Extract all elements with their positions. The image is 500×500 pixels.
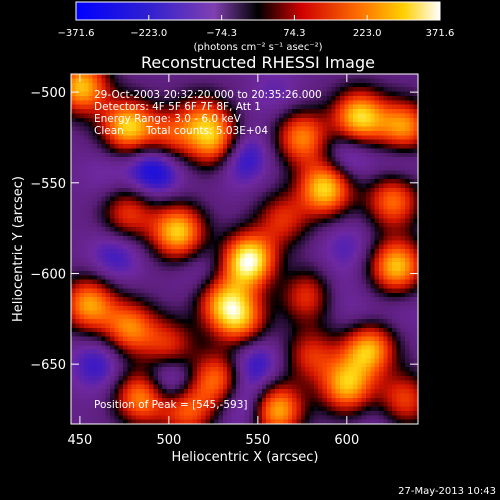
peak-position-annotation: Position of Peak = [545,-593]: [94, 399, 248, 411]
x-axis-tick-label: 550: [245, 433, 270, 448]
y-axis-tick-label: −550: [30, 177, 66, 192]
x-axis-label: Heliocentric X (arcsec): [172, 450, 319, 465]
footer-timestamp: 27-May-2013 10:43: [398, 486, 496, 497]
colorbar-tick-label: 371.6: [426, 28, 455, 39]
colorbar-tick-label: −74.3: [206, 28, 237, 39]
y-axis-label: Heliocentric Y (arcsec): [11, 176, 26, 322]
y-axis-ticks: [71, 91, 418, 365]
colorbar-tick-label: −223.0: [130, 28, 167, 39]
y-axis-tick-label: −650: [30, 358, 66, 373]
detectors-annotation: Detectors: 4F 5F 6F 7F 8F, Att 1: [94, 101, 261, 113]
colorbar: −371.6 −223.0 −74.3 74.3 223.0 371.6 (photons…: [57, 1, 454, 53]
x-axis-tick-label: 600: [334, 433, 359, 448]
x-axis-ticks: [79, 74, 348, 424]
x-axis-tick-label: 450: [67, 433, 92, 448]
y-axis-tick-label: −600: [30, 267, 66, 282]
time-range-annotation: 29-Oct-2003 20:32:20.000 to 20:35:26.000: [94, 89, 322, 101]
colorbar-tick-label: 223.0: [353, 28, 382, 39]
plot-frame: [70, 73, 419, 425]
image-plot: 450 500 550 600 −500 −550 −600 −650: [30, 73, 419, 448]
plot-annotations: 29-Oct-2003 20:32:20.000 to 20:35:26.000…: [94, 89, 322, 411]
colorbar-unit-label: (photons cm⁻² s⁻¹ asec⁻²): [193, 42, 322, 53]
energy-range-annotation: Energy Range: 3.0 - 6.0 keV: [94, 113, 242, 125]
chart-title: Reconstructed RHESSI Image: [141, 53, 375, 72]
x-axis-tick-label: 500: [156, 433, 181, 448]
colorbar-ticks: [75, 15, 441, 20]
y-axis-tick-label: −500: [30, 86, 66, 101]
total-counts-annotation: Total counts: 5.03E+04: [145, 125, 268, 137]
colorbar-tick-label: 74.3: [283, 28, 305, 39]
method-annotation: Clean: [94, 125, 124, 137]
y-axis-tick-labels: −500 −550 −600 −650: [30, 86, 66, 373]
heatmap-image: [71, 74, 418, 424]
colorbar-tick-label: −371.6: [57, 28, 94, 39]
colorbar-gradient: [75, 1, 441, 21]
colorbar-tick-labels: −371.6 −223.0 −74.3 74.3 223.0 371.6: [57, 28, 454, 39]
x-axis-tick-labels: 450 500 550 600: [67, 433, 359, 448]
